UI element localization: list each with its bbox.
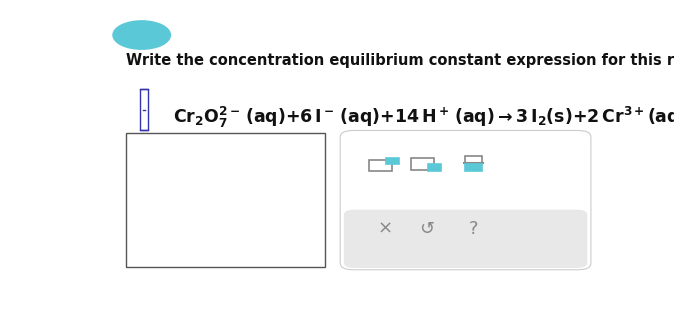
Text: ?: ? — [468, 219, 478, 238]
FancyBboxPatch shape — [344, 210, 587, 268]
Text: ×: × — [377, 219, 392, 238]
Bar — [140, 89, 148, 130]
Bar — [386, 158, 400, 164]
Text: Write the concentration equilibrium constant expression for this reaction.: Write the concentration equilibrium cons… — [126, 53, 674, 68]
FancyBboxPatch shape — [340, 130, 591, 270]
Text: $\mathbf{Cr_2O_7^{2-}}$$\mathbf{\,(aq){+}6\,I^-\,(aq){+}14\,H^+\,(aq){\rightarro: $\mathbf{Cr_2O_7^{2-}}$$\mathbf{\,(aq){+… — [173, 105, 674, 130]
Bar — [464, 164, 482, 171]
Bar — [464, 156, 482, 163]
Text: ↺: ↺ — [419, 219, 434, 238]
Bar — [428, 164, 441, 171]
Bar — [126, 133, 325, 267]
Bar — [410, 158, 434, 170]
Circle shape — [113, 21, 171, 49]
Bar — [369, 159, 392, 171]
